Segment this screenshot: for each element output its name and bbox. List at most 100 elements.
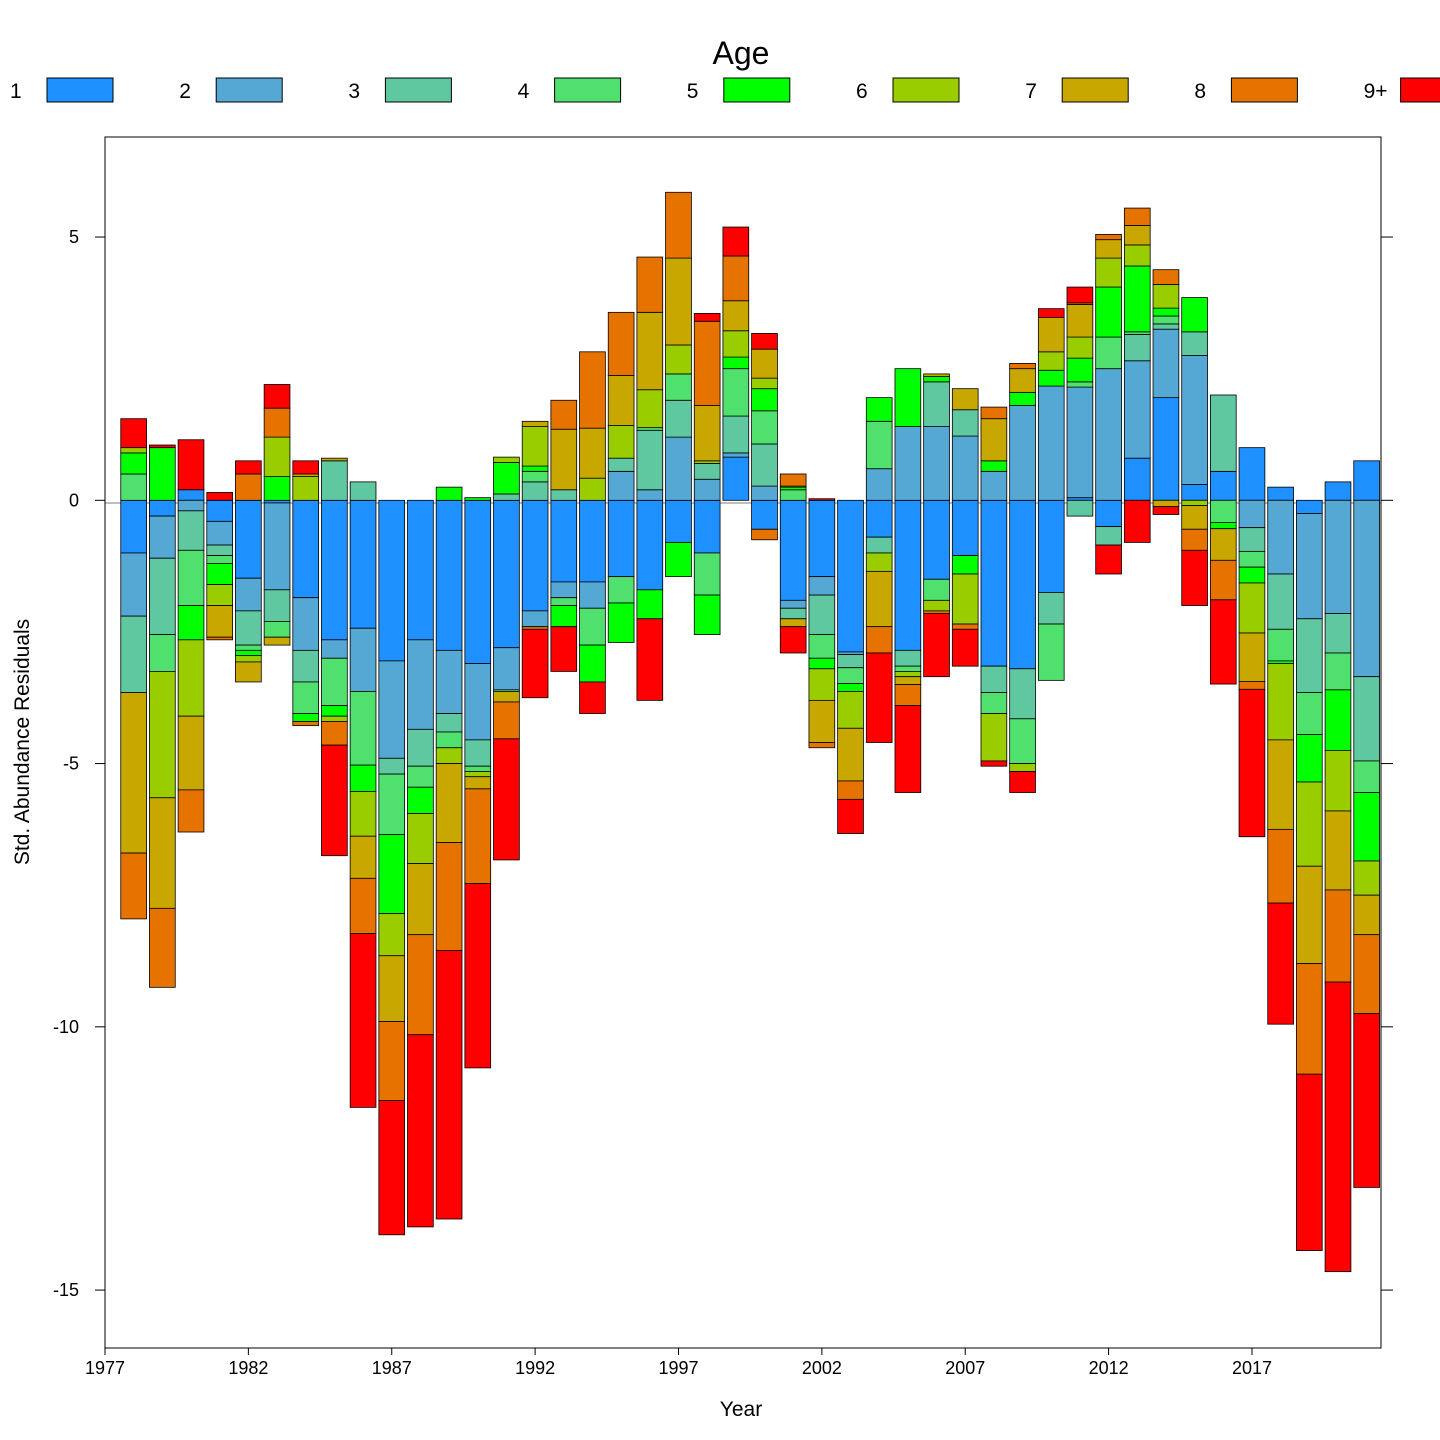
bar-2015-age-1: [1181, 484, 1208, 501]
bar-1985-age-8: [321, 721, 348, 746]
bar-2015-age-5: [1181, 297, 1208, 333]
bar-1987-age-2: [378, 660, 406, 759]
bar-1986-age-2: [349, 627, 377, 692]
legend-label-5: 5: [687, 80, 699, 103]
bar-1999-age-8: [722, 255, 750, 302]
bar-1998-age-2: [693, 478, 721, 501]
bar-1999-age-5: [722, 356, 750, 370]
bar-1981-age-3: [206, 544, 234, 556]
x-tick-label-2007: 2007: [945, 1358, 985, 1378]
bar-2013-age-1: [1123, 457, 1151, 501]
bar-1981-age-7: [206, 605, 234, 638]
bar-1978-age-9+: [120, 418, 147, 449]
bar-2014-age-9+: [1152, 506, 1180, 515]
bar-1979-age-1: [149, 499, 176, 517]
bar-1985-age-9+: [321, 744, 348, 857]
bar-1989-age-2: [435, 649, 463, 714]
bar-2021-age-3: [1353, 676, 1380, 762]
bar-2017-age-9+: [1238, 688, 1266, 838]
bar-1991-age-2: [493, 647, 520, 691]
bar-2005-age-7: [894, 676, 922, 685]
bar-1986-age-3: [349, 481, 377, 501]
legend-label-7: 7: [1025, 80, 1037, 103]
bar-2011-age-3: [1066, 499, 1094, 517]
bar-2010-age-6: [1037, 351, 1065, 371]
bar-2002-age-9+: [808, 498, 836, 501]
bar-2018-age-2: [1267, 499, 1294, 575]
bar-2005-age-3: [894, 649, 922, 667]
bar-2005-age-2: [894, 426, 922, 501]
bar-2012-age-6: [1095, 257, 1122, 288]
bar-2014-age-7: [1152, 499, 1180, 508]
bar-2021-age-6: [1353, 860, 1380, 896]
bar-1985-age-3: [321, 460, 348, 501]
bar-1980-age-8: [177, 789, 205, 833]
bar-2020-age-6: [1324, 749, 1352, 812]
bar-2019-age-7: [1296, 865, 1323, 965]
bar-2017-age-2: [1238, 499, 1266, 529]
bar-1989-age-1: [435, 499, 463, 651]
bar-1986-age-6: [349, 791, 377, 837]
x-tick-label-2012: 2012: [1089, 1358, 1129, 1378]
bar-2018-age-8: [1267, 828, 1294, 904]
bar-2013-age-7: [1123, 225, 1151, 246]
bar-1989-age-3: [435, 713, 463, 733]
bar-1991-age-5: [493, 461, 520, 495]
bar-1980-age-9+: [177, 439, 205, 491]
legend-swatch-9+: [1400, 77, 1440, 103]
bar-1997-age-5: [665, 542, 692, 578]
bar-2014-age-5: [1152, 307, 1180, 317]
bar-1995-age-1: [607, 499, 635, 578]
bar-1985-age-4: [321, 657, 348, 707]
bar-1991-age-7: [493, 691, 520, 703]
bar-2000-age-4: [751, 410, 778, 445]
bar-1994-age-1: [579, 499, 606, 583]
bar-1999-age-6: [722, 330, 750, 358]
x-tick-label-1997: 1997: [658, 1358, 698, 1378]
bar-1984-age-5: [292, 713, 320, 722]
bar-2011-age-2: [1066, 386, 1094, 499]
bar-1999-age-9+: [722, 226, 750, 257]
bar-1985-age-1: [321, 499, 348, 641]
bar-2020-age-7: [1324, 810, 1352, 891]
y-axis-title: Std. Abundance Residuals: [11, 619, 34, 865]
legend: 1 2 3 4 5 6 7 8 9+: [10, 77, 1440, 103]
bar-2006-age-5: [923, 376, 950, 383]
bar-2001-age-4: [779, 489, 807, 501]
bar-2006-age-2: [923, 426, 950, 501]
bar-1978-age-6: [120, 447, 147, 454]
bar-2008-age-4: [980, 692, 1008, 714]
bar-1993-age-9+: [550, 626, 578, 672]
bar-2002-age-5: [808, 657, 836, 670]
legend-label-3: 3: [348, 80, 360, 103]
bar-2006-age-9+: [923, 613, 950, 678]
bar-2019-age-6: [1296, 781, 1323, 867]
bar-1997-age-3: [665, 399, 692, 438]
bar-1981-age-6: [206, 584, 234, 607]
bar-2017-age-5: [1238, 566, 1266, 584]
bar-2019-age-5: [1296, 734, 1323, 783]
bar-1978-age-4: [120, 473, 147, 501]
bar-1989-age-5: [435, 486, 463, 501]
bar-1987-age-9+: [378, 1100, 406, 1236]
bar-2017-age-4: [1238, 550, 1266, 568]
bar-1992-age-5: [521, 465, 549, 472]
bar-1998-age-7: [693, 405, 721, 462]
bar-1990-age-1: [464, 499, 492, 664]
bar-1998-age-3: [693, 463, 721, 480]
bar-2004-age-8: [865, 626, 893, 654]
bar-1978-age-8: [120, 852, 147, 920]
bar-1979-age-9+: [149, 444, 176, 449]
bar-1997-age-2: [665, 436, 692, 501]
bar-2013-age-9+: [1123, 499, 1151, 543]
bar-1983-age-3: [263, 589, 291, 622]
bar-1979-age-2: [149, 515, 176, 559]
bar-1981-age-9+: [206, 492, 234, 501]
y-tick-label-0: 0: [69, 490, 79, 510]
bar-1988-age-2: [407, 639, 434, 730]
bar-1985-age-6: [321, 715, 348, 722]
bar-2014-age-3: [1152, 323, 1180, 330]
bar-1983-age-6: [263, 436, 291, 478]
bar-1981-age-8: [206, 636, 234, 641]
